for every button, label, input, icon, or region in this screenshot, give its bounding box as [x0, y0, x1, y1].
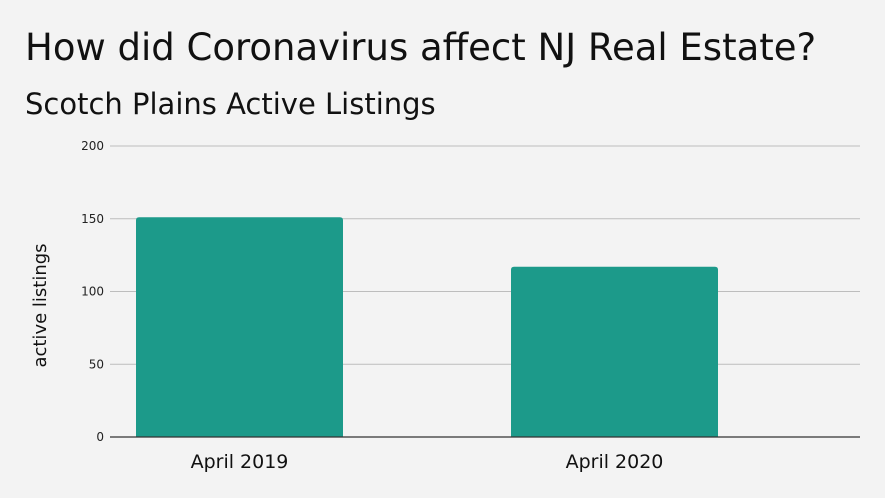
y-tick-label: 100 — [81, 285, 104, 299]
bar — [136, 217, 343, 437]
x-tick-label: April 2019 — [191, 451, 289, 473]
axis-labels: 0 50 100 150 200 April 2019 April 2020 — [81, 139, 663, 473]
bar — [511, 266, 718, 437]
bars — [136, 217, 718, 437]
y-tick-label: 200 — [81, 139, 104, 153]
y-tick-label: 0 — [96, 430, 104, 444]
y-tick-label: 150 — [81, 212, 104, 226]
chart-subtitle: Scotch Plains Active Listings — [25, 87, 436, 121]
y-axis-title: active listings — [30, 243, 51, 367]
chart-title: How did Coronavirus affect NJ Real Estat… — [25, 26, 817, 69]
x-tick-label: April 2020 — [566, 451, 664, 473]
y-tick-label: 50 — [89, 357, 104, 371]
